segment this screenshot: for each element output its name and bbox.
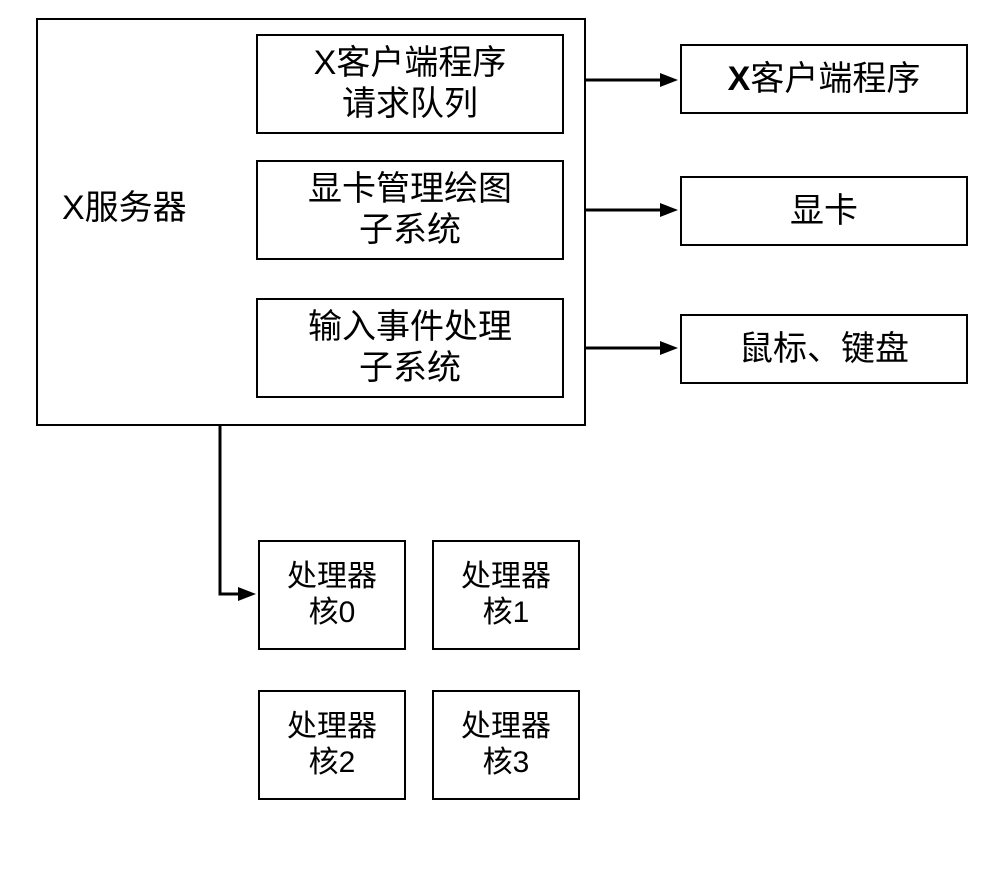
core-core1: 处理器核1 bbox=[432, 540, 580, 650]
right-box-mouse: 鼠标、键盘 bbox=[680, 314, 968, 384]
arrow-a4 bbox=[200, 406, 296, 634]
arrow-a2 bbox=[566, 190, 698, 230]
core-core2: 处理器核2 bbox=[258, 690, 406, 800]
subsystem-queue: X客户端程序请求队列 bbox=[256, 34, 564, 134]
right-box-card: 显卡 bbox=[680, 176, 968, 246]
x-server-label: X服务器 bbox=[62, 188, 187, 229]
arrow-a3 bbox=[566, 328, 698, 368]
subsystem-input: 输入事件处理子系统 bbox=[256, 298, 564, 398]
right-box-client: X客户端程序 bbox=[680, 44, 968, 114]
arrow-a1 bbox=[566, 60, 698, 100]
core-core3: 处理器核3 bbox=[432, 690, 580, 800]
subsystem-gpu: 显卡管理绘图子系统 bbox=[256, 160, 564, 260]
